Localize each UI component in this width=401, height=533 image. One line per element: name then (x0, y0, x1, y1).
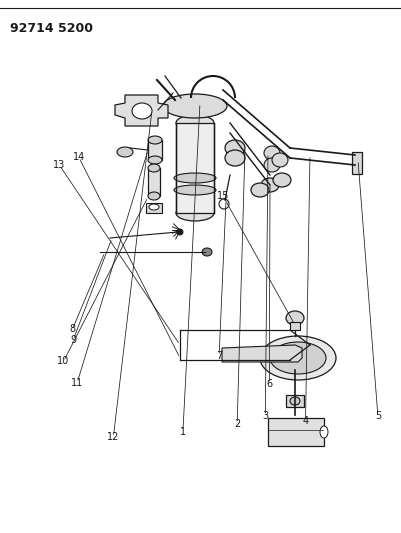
Bar (289, 322, 299, 330)
Ellipse shape (225, 150, 244, 166)
Text: 6: 6 (265, 379, 272, 389)
Text: 11: 11 (71, 378, 83, 387)
Ellipse shape (271, 153, 287, 167)
Text: 13: 13 (53, 160, 65, 170)
Ellipse shape (148, 156, 162, 164)
Bar (148, 140, 162, 160)
Ellipse shape (132, 103, 152, 119)
Ellipse shape (174, 185, 215, 195)
Ellipse shape (263, 146, 279, 160)
Text: 3: 3 (261, 411, 268, 421)
Text: 8: 8 (69, 325, 75, 334)
Polygon shape (115, 95, 168, 126)
Bar (267, 418, 323, 446)
Ellipse shape (148, 164, 160, 172)
Ellipse shape (201, 248, 211, 256)
Ellipse shape (319, 426, 327, 438)
Text: 15: 15 (217, 191, 229, 201)
Ellipse shape (272, 173, 290, 187)
Text: 92714 5200: 92714 5200 (10, 22, 93, 35)
Ellipse shape (176, 115, 213, 131)
Text: 7: 7 (215, 351, 222, 361)
Ellipse shape (263, 158, 279, 172)
Text: 10: 10 (57, 357, 69, 366)
Bar (146, 203, 162, 213)
Ellipse shape (176, 205, 213, 221)
Ellipse shape (148, 136, 162, 144)
Ellipse shape (149, 204, 159, 210)
Bar (285, 395, 303, 407)
Ellipse shape (176, 229, 182, 235)
Ellipse shape (289, 397, 299, 405)
Text: 14: 14 (73, 152, 85, 162)
Text: 9: 9 (70, 335, 76, 345)
Ellipse shape (225, 140, 244, 156)
Polygon shape (221, 345, 301, 362)
Ellipse shape (250, 183, 268, 197)
Text: 2: 2 (233, 419, 240, 429)
Ellipse shape (148, 192, 160, 200)
Bar (148, 168, 160, 196)
Bar (176, 123, 213, 213)
Text: 5: 5 (374, 411, 380, 421)
Text: 12: 12 (107, 432, 119, 442)
Ellipse shape (117, 147, 133, 157)
Bar (351, 152, 361, 174)
Text: 1: 1 (179, 427, 186, 437)
Ellipse shape (162, 94, 227, 118)
Text: 4: 4 (302, 416, 308, 426)
Ellipse shape (285, 311, 303, 325)
Ellipse shape (260, 178, 278, 192)
Ellipse shape (269, 342, 325, 374)
Ellipse shape (259, 336, 335, 380)
Ellipse shape (174, 173, 215, 183)
